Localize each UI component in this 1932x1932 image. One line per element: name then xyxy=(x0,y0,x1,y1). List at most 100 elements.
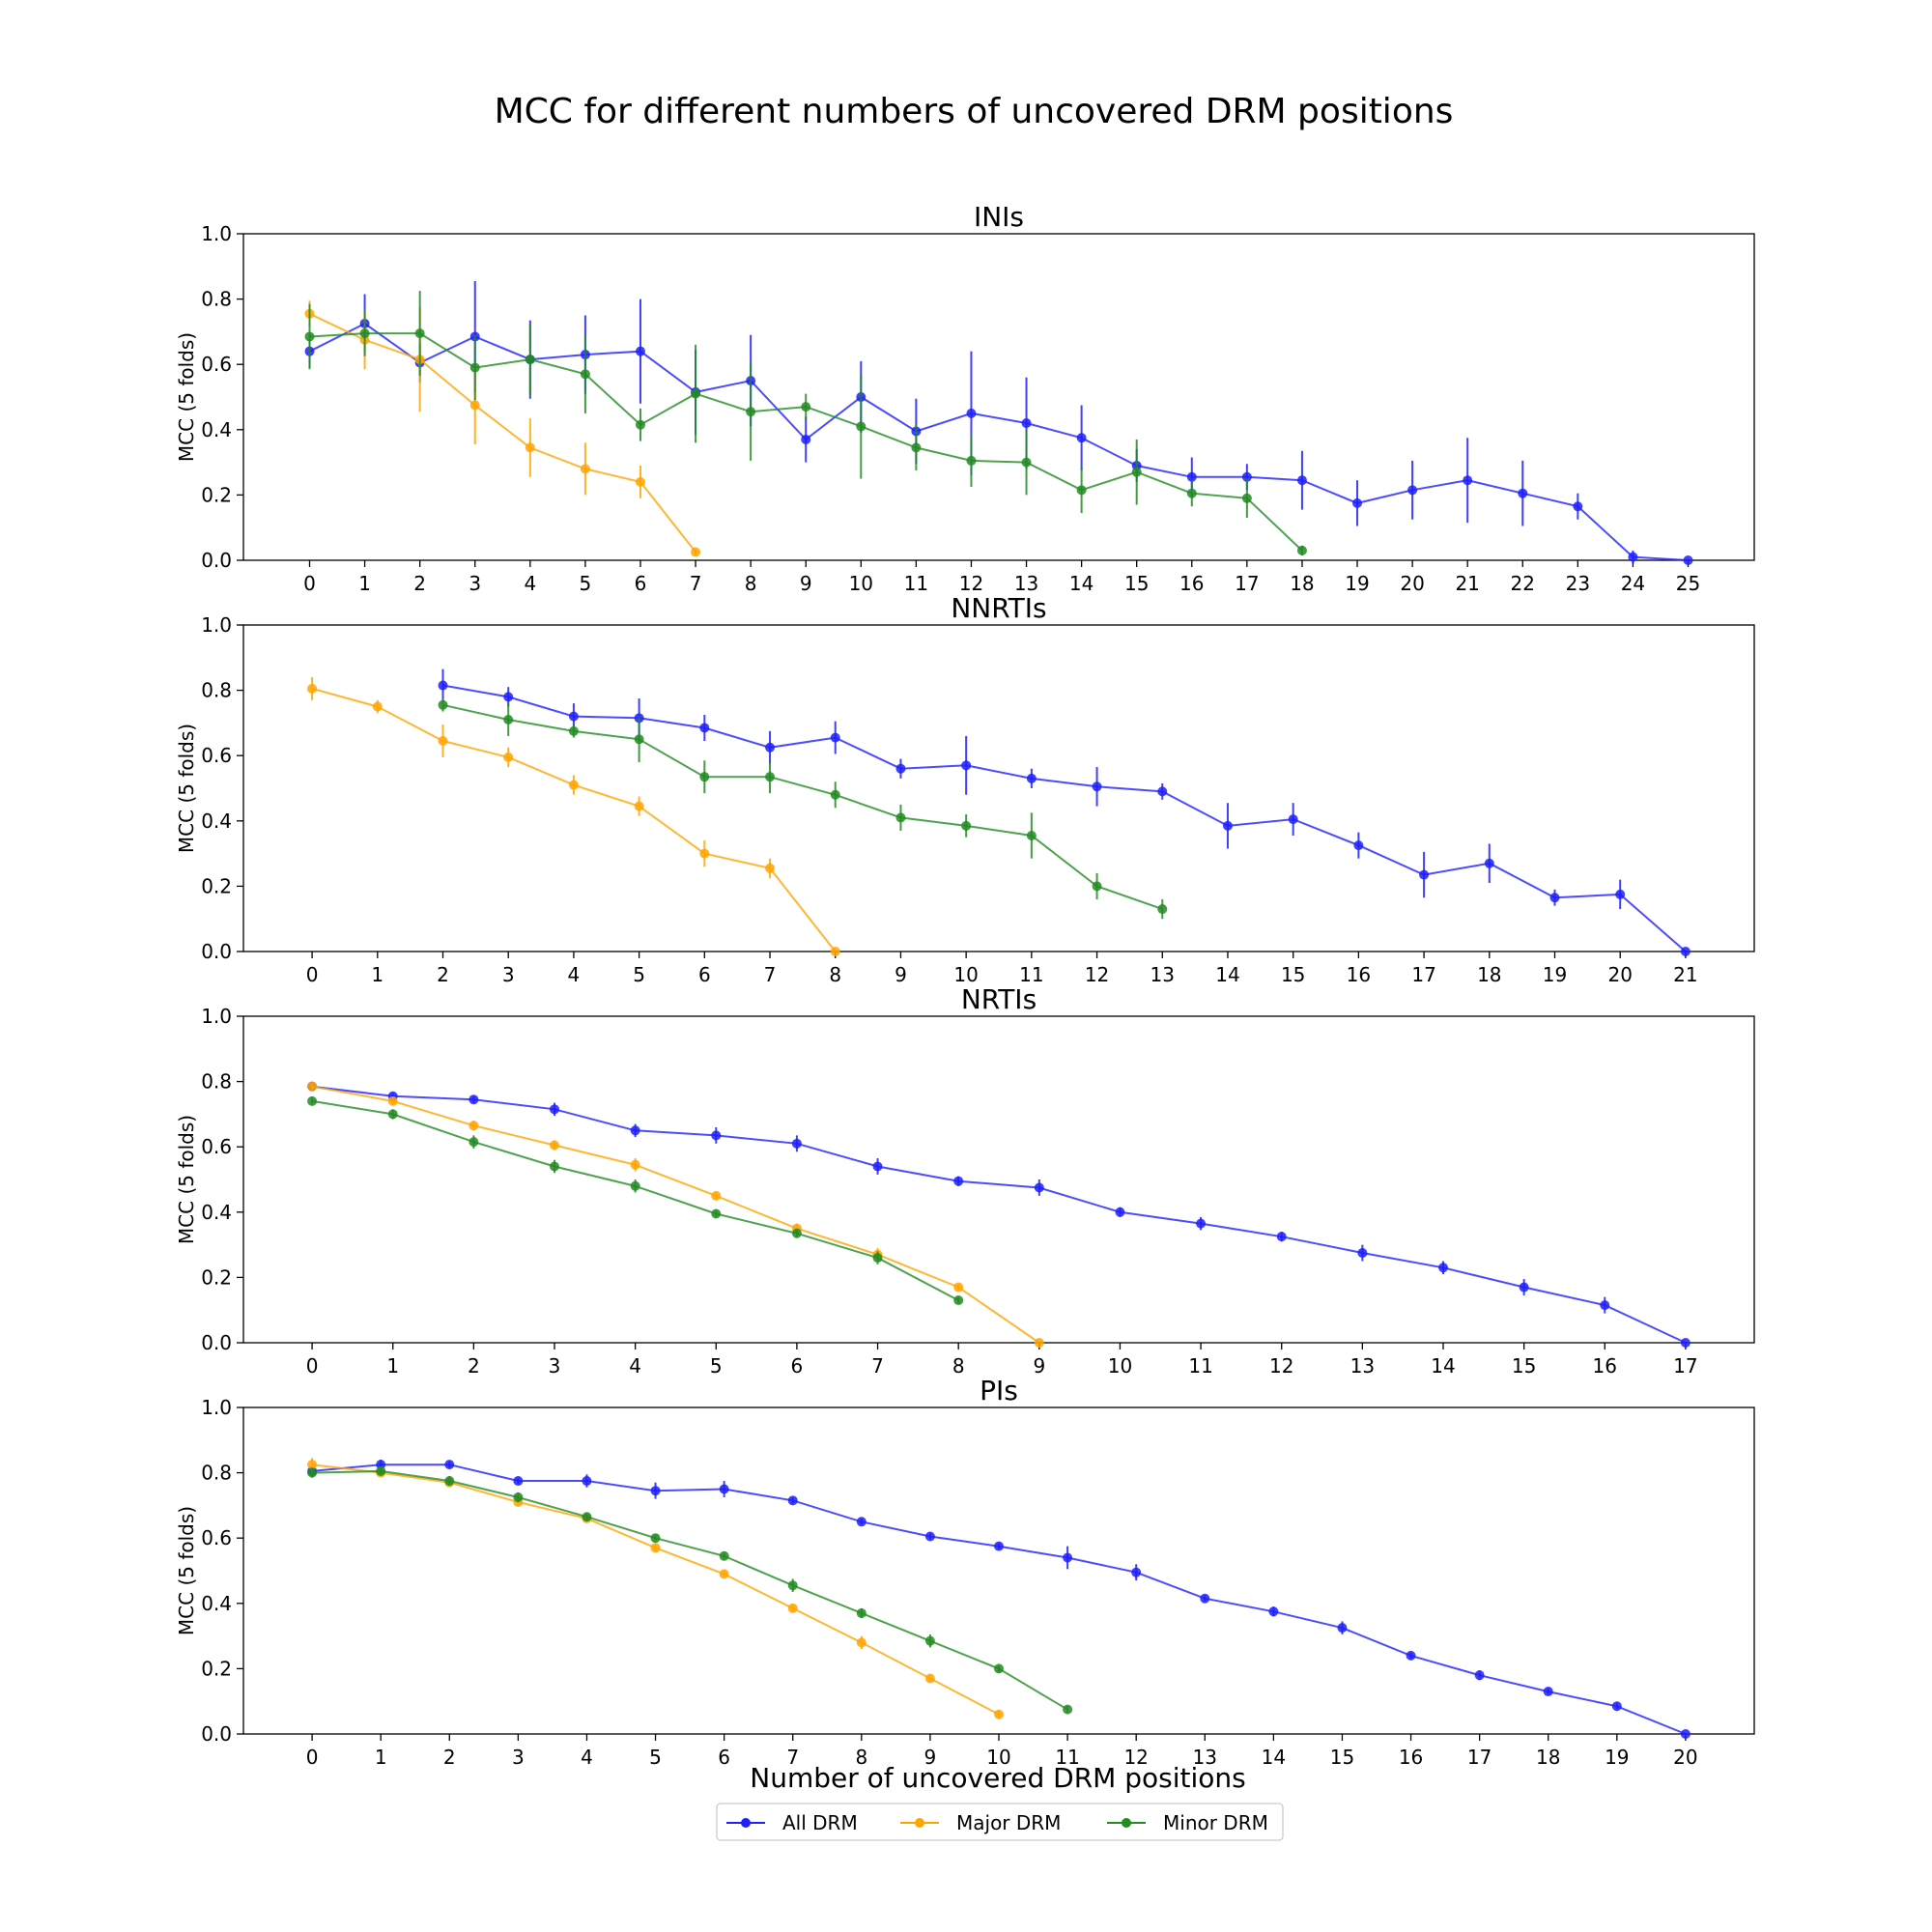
x-tick-label: 1 xyxy=(375,1746,387,1769)
x-tick-label: 5 xyxy=(649,1746,662,1769)
data-point xyxy=(1276,1232,1287,1242)
data-point xyxy=(469,1094,479,1105)
data-point xyxy=(856,1637,867,1648)
data-point xyxy=(1600,1300,1610,1311)
data-point xyxy=(719,1550,729,1561)
data-point xyxy=(307,1081,318,1092)
data-point xyxy=(568,711,579,722)
data-point xyxy=(359,328,370,339)
x-tick-label: 4 xyxy=(581,1746,593,1769)
x-tick-label: 15 xyxy=(1512,1354,1536,1378)
x-tick-label: 3 xyxy=(512,1746,525,1769)
data-point xyxy=(1115,1207,1125,1217)
y-tick-label: 1.0 xyxy=(201,613,232,637)
data-point xyxy=(1076,433,1087,443)
x-tick-label: 17 xyxy=(1411,963,1435,986)
data-point xyxy=(1683,555,1693,565)
data-point xyxy=(1680,1338,1690,1348)
data-point xyxy=(1021,457,1032,468)
data-point xyxy=(961,760,972,771)
x-tick-label: 1 xyxy=(386,1354,399,1378)
y-tick-label: 0.8 xyxy=(201,679,232,702)
data-point xyxy=(1131,1567,1142,1577)
x-tick-label: 18 xyxy=(1290,572,1314,595)
y-tick-label: 0.0 xyxy=(201,1331,232,1354)
data-point xyxy=(1463,475,1473,486)
x-tick-label: 23 xyxy=(1566,572,1590,595)
x-tick-label: 19 xyxy=(1605,1746,1629,1769)
data-point xyxy=(650,1486,661,1496)
data-point xyxy=(691,388,701,399)
legend: All DRM Major DRM Minor DRM xyxy=(716,1803,1284,1841)
y-tick-label: 0.2 xyxy=(201,483,232,506)
data-point xyxy=(1222,820,1233,831)
series-line xyxy=(311,1463,1000,1716)
legend-label: Major DRM xyxy=(956,1811,1061,1834)
data-point xyxy=(1092,781,1102,792)
y-tick-label: 0.0 xyxy=(201,549,232,572)
data-point xyxy=(994,1541,1004,1551)
data-point xyxy=(856,421,867,432)
panel-title: INIs xyxy=(974,201,1024,233)
plot-frame xyxy=(242,1406,1755,1735)
x-tick-label: 18 xyxy=(1536,1746,1560,1769)
x-tick-label: 6 xyxy=(791,1354,804,1378)
data-point xyxy=(699,723,710,733)
x-tick-label: 5 xyxy=(710,1354,723,1378)
x-tick-label: 14 xyxy=(1431,1354,1455,1378)
data-point xyxy=(719,1569,729,1579)
data-point xyxy=(791,1228,802,1238)
x-tick-label: 16 xyxy=(1347,963,1371,986)
x-tick-label: 18 xyxy=(1477,963,1501,986)
y-tick-label: 0.4 xyxy=(201,810,232,833)
x-tick-label: 14 xyxy=(1215,963,1239,986)
x-tick-label: 7 xyxy=(786,1746,799,1769)
data-point xyxy=(635,419,645,430)
x-tick-label: 3 xyxy=(502,963,515,986)
data-point xyxy=(1543,1687,1553,1697)
data-point xyxy=(711,1130,722,1141)
data-point xyxy=(1268,1606,1279,1617)
y-tick-label: 0.8 xyxy=(201,1462,232,1485)
data-point xyxy=(1241,471,1252,482)
series-minor xyxy=(304,291,1307,555)
y-axis-label: MCC (5 folds) xyxy=(175,1115,198,1244)
data-point xyxy=(1680,1729,1690,1739)
y-axis-label: MCC (5 folds) xyxy=(175,332,198,462)
x-tick-label: 16 xyxy=(1593,1354,1617,1378)
x-tick-label: 11 xyxy=(904,572,928,595)
y-tick-label: 1.0 xyxy=(201,1396,232,1419)
plot-frame xyxy=(242,624,1755,952)
data-point xyxy=(924,1635,935,1646)
x-tick-label: 0 xyxy=(306,963,319,986)
x-tick-label: 2 xyxy=(437,963,449,986)
y-tick-label: 1.0 xyxy=(201,1005,232,1028)
x-tick-label: 25 xyxy=(1676,572,1700,595)
y-tick-label: 0.4 xyxy=(201,1592,232,1615)
data-point xyxy=(765,772,776,782)
data-point xyxy=(895,812,906,823)
series-line xyxy=(309,312,696,554)
data-point xyxy=(1092,881,1102,892)
data-point xyxy=(787,1495,798,1506)
series-all xyxy=(304,281,1693,565)
series-all xyxy=(307,1081,1690,1348)
data-point xyxy=(414,328,425,339)
data-point xyxy=(630,1180,640,1191)
data-point xyxy=(1196,1218,1207,1229)
data-point xyxy=(630,1125,640,1136)
x-tick-label: 6 xyxy=(635,572,647,595)
data-point xyxy=(1611,1701,1622,1712)
data-point xyxy=(307,1460,318,1470)
data-point xyxy=(966,455,977,466)
data-point xyxy=(994,1663,1004,1674)
data-point xyxy=(1352,497,1363,508)
data-point xyxy=(582,1476,592,1487)
figure-title: MCC for different numbers of uncovered D… xyxy=(495,92,1454,131)
y-tick-label: 0.4 xyxy=(201,1201,232,1224)
x-tick-label: 4 xyxy=(568,963,581,986)
x-tick-label: 7 xyxy=(764,963,777,986)
x-axis-label: Number of uncovered DRM positions xyxy=(750,1762,1245,1794)
y-tick-label: 1.0 xyxy=(201,222,232,245)
